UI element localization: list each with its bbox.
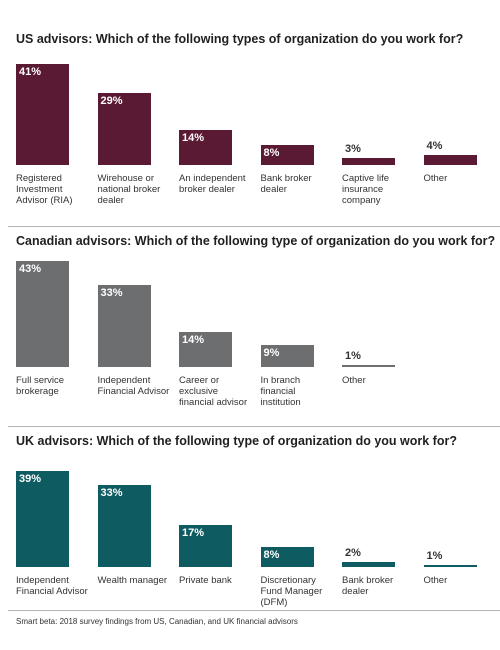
category-label: Discretionary Fund Manager (DFM)	[260, 575, 323, 608]
category-label: Wealth manager	[97, 575, 168, 586]
category-label: Private bank	[179, 575, 232, 586]
value-label: 14%	[182, 132, 205, 145]
value-label: 17%	[182, 527, 205, 539]
value-label: 41%	[19, 65, 42, 78]
value-label: 9%	[263, 346, 280, 359]
bar	[16, 63, 69, 165]
value-label: 8%	[263, 147, 280, 160]
value-label: 43%	[19, 262, 42, 275]
category-label: Bank broker dealer	[342, 575, 394, 597]
value-label: 39%	[19, 472, 42, 485]
category-label: Career or exclusive financial advisor	[179, 375, 248, 408]
bar	[16, 260, 69, 367]
value-label: 1%	[345, 349, 361, 362]
category-label: Bank broker dealer	[260, 173, 312, 195]
category-label: Other	[342, 375, 366, 386]
bar	[97, 93, 151, 165]
bar	[423, 155, 477, 165]
value-label: 8%	[263, 549, 280, 562]
bar	[179, 525, 232, 567]
category-label: Registered Investment Advisor (RIA)	[16, 173, 73, 206]
category-label: Other	[423, 173, 448, 184]
source-note: Smart beta: 2018 survey findings from US…	[16, 617, 298, 626]
bar	[423, 564, 477, 567]
bar	[260, 547, 314, 567]
chart-title: Canadian advisors: Which of the followin…	[16, 234, 496, 248]
bar	[342, 157, 395, 165]
value-label: 33%	[100, 487, 123, 500]
value-label: 1%	[426, 549, 443, 562]
category-label: Independent Financial Advisor	[97, 375, 170, 397]
chart-title: UK advisors: Which of the following type…	[16, 434, 457, 448]
category-label: Wirehouse or national broker dealer	[97, 173, 161, 206]
chart-title: US advisors: Which of the following type…	[16, 32, 464, 46]
separator	[8, 426, 500, 427]
value-label: 2%	[345, 547, 361, 560]
value-label: 14%	[182, 334, 205, 347]
bar	[97, 485, 151, 567]
value-label: 3%	[345, 142, 361, 155]
category-label: An independent broker dealer	[179, 173, 246, 195]
category-label: Independent Financial Advisor	[16, 575, 88, 597]
value-label: 4%	[426, 140, 443, 153]
category-label: In branch financial institution	[260, 375, 301, 408]
category-label: Captive life insurance company	[342, 173, 389, 206]
category-label: Full service brokerage	[16, 375, 65, 397]
bar	[179, 332, 232, 367]
separator	[8, 226, 500, 227]
bar	[260, 344, 314, 367]
bar	[16, 470, 69, 567]
separator	[8, 610, 500, 611]
bar	[342, 364, 395, 367]
bar	[342, 562, 395, 567]
bar	[179, 130, 232, 165]
bar	[97, 285, 151, 367]
value-label: 33%	[100, 287, 123, 300]
bar	[260, 145, 314, 165]
value-label: 29%	[100, 95, 123, 108]
category-label: Other	[423, 575, 448, 586]
